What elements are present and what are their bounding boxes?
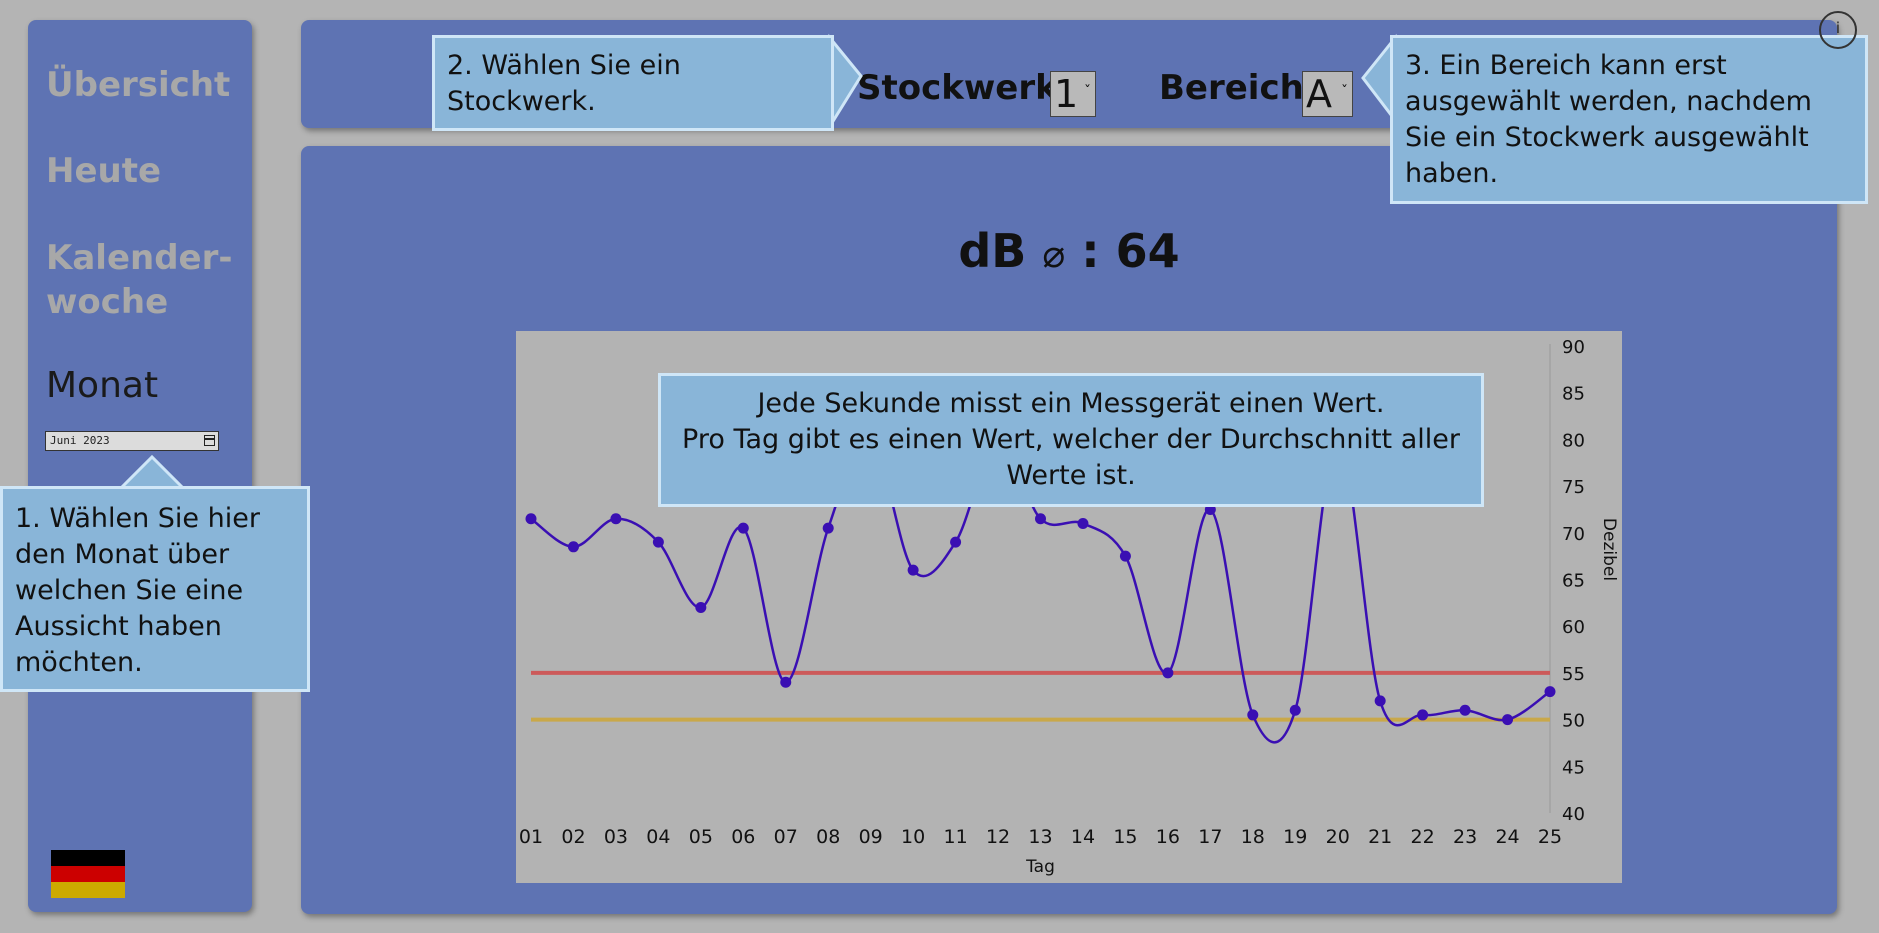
- nav-item-uebersicht[interactable]: Übersicht: [46, 65, 231, 105]
- y-tick-label: 60: [1562, 617, 1585, 638]
- tooltip-month: 1. Wählen Sie hier den Monat über welche…: [0, 486, 310, 692]
- data-point: [525, 513, 537, 525]
- month-picker-input[interactable]: Juni 2023: [45, 431, 219, 451]
- x-tick-label: 12: [986, 826, 1010, 848]
- avg-value: : 64: [1081, 224, 1180, 278]
- sidebar: Übersicht Heute Kalender- woche Monat Ju…: [28, 20, 252, 912]
- x-tick-label: 17: [1198, 826, 1222, 848]
- data-point: [695, 602, 707, 614]
- x-tick-label: 05: [689, 826, 713, 848]
- floor-select-value: 1: [1054, 72, 1079, 116]
- x-tick-label: 06: [731, 826, 755, 848]
- area-label: Bereich:: [1159, 68, 1318, 108]
- average-decibel-display: dB ⌀ : 64: [301, 224, 1837, 278]
- x-tick-label: 08: [816, 826, 840, 848]
- x-tick-label: 09: [859, 826, 883, 848]
- x-axis-label: Tag: [1025, 857, 1055, 877]
- x-tick-label: 21: [1368, 826, 1392, 848]
- x-tick-label: 19: [1283, 826, 1307, 848]
- data-point: [1035, 513, 1046, 525]
- data-point: [1459, 704, 1471, 716]
- nav-item-monat[interactable]: Monat: [46, 365, 159, 406]
- y-tick-label: 80: [1562, 430, 1585, 451]
- x-tick-label: 15: [1113, 826, 1137, 848]
- month-picker-value: Juni 2023: [50, 434, 110, 447]
- x-tick-label: 01: [519, 826, 543, 848]
- tooltip-chart: Jede Sekunde misst ein Messgerät einen W…: [658, 373, 1484, 507]
- floor-label: Stockwerk:: [857, 68, 1072, 108]
- x-tick-label: 03: [604, 826, 628, 848]
- x-tick-label: 23: [1453, 826, 1477, 848]
- area-select-value: A: [1306, 72, 1332, 116]
- data-point: [610, 513, 622, 525]
- data-point: [567, 541, 579, 553]
- german-flag-icon[interactable]: [51, 850, 125, 898]
- y-tick-label: 45: [1562, 757, 1585, 778]
- x-tick-label: 18: [1241, 826, 1265, 848]
- tooltip-floor: 2. Wählen Sie ein Stockwerk.: [432, 35, 834, 131]
- flag-stripe-gold: [51, 882, 125, 898]
- data-point: [652, 536, 664, 548]
- y-tick-label: 75: [1562, 477, 1585, 498]
- data-point: [1544, 686, 1556, 698]
- data-point: [1077, 517, 1089, 529]
- avg-label: dB: [958, 224, 1027, 278]
- data-point: [1289, 704, 1301, 716]
- x-tick-label: 04: [646, 826, 670, 848]
- x-tick-label: 13: [1028, 826, 1052, 848]
- data-point: [1417, 709, 1429, 721]
- calendar-icon[interactable]: [204, 435, 215, 446]
- data-point: [1119, 550, 1131, 562]
- x-tick-label: 22: [1411, 826, 1435, 848]
- flag-stripe-red: [51, 866, 125, 882]
- average-symbol: ⌀: [1042, 232, 1066, 276]
- y-axis-label: Dezibel: [1599, 518, 1619, 581]
- chevron-down-icon: ˇ: [1341, 84, 1348, 100]
- data-point: [907, 564, 919, 576]
- x-tick-label: 20: [1326, 826, 1350, 848]
- x-tick-label: 02: [561, 826, 585, 848]
- x-tick-label: 07: [774, 826, 798, 848]
- area-select[interactable]: A ˇ: [1302, 71, 1353, 117]
- y-tick-label: 50: [1562, 711, 1585, 732]
- flag-stripe-black: [51, 850, 125, 866]
- chevron-down-icon: ˇ: [1084, 84, 1091, 100]
- tooltip-area: 3. Ein Bereich kann erst ausgewählt werd…: [1390, 35, 1868, 204]
- y-tick-label: 70: [1562, 524, 1585, 545]
- x-tick-label: 16: [1156, 826, 1180, 848]
- x-tick-label: 14: [1071, 826, 1095, 848]
- x-tick-label: 25: [1538, 826, 1562, 848]
- data-point: [737, 522, 749, 534]
- data-point: [950, 536, 962, 548]
- data-point: [1502, 714, 1514, 726]
- y-tick-label: 65: [1562, 571, 1585, 592]
- x-tick-label: 10: [901, 826, 925, 848]
- data-point: [1247, 709, 1259, 721]
- floor-select[interactable]: 1 ˇ: [1050, 71, 1096, 117]
- y-tick-label: 90: [1562, 337, 1585, 358]
- info-icon[interactable]: i: [1819, 11, 1857, 49]
- x-tick-label: 24: [1495, 826, 1519, 848]
- series-line: [530, 437, 1551, 744]
- y-tick-label: 40: [1562, 804, 1585, 825]
- y-tick-label: 55: [1562, 664, 1585, 685]
- data-point: [780, 676, 792, 688]
- data-point: [822, 522, 834, 534]
- nav-item-kalenderwoche[interactable]: Kalender- woche: [46, 238, 233, 322]
- x-tick-label: 11: [943, 826, 967, 848]
- data-point: [1374, 695, 1386, 707]
- nav-item-heute[interactable]: Heute: [46, 151, 162, 191]
- data-point: [1162, 667, 1174, 679]
- y-tick-label: 85: [1562, 384, 1585, 405]
